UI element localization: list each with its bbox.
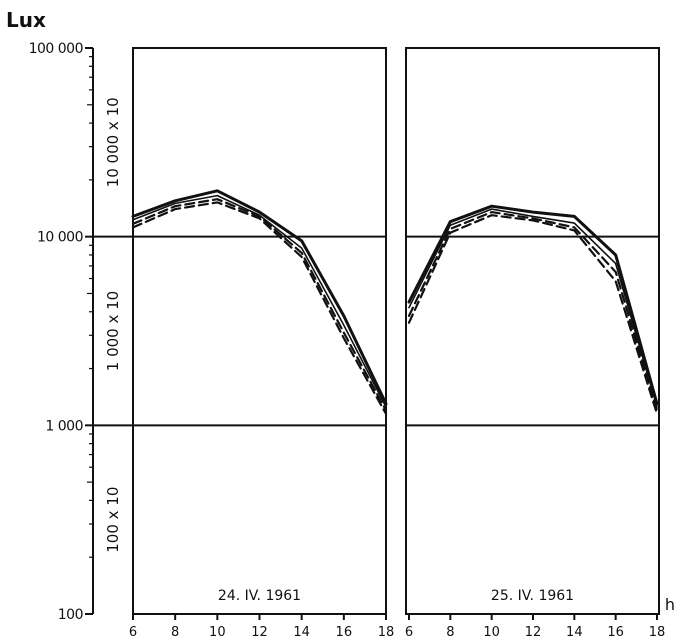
- date-label: 25. IV. 1961: [491, 588, 574, 604]
- x-tick-label: 8: [446, 625, 454, 640]
- x-tick-label: 14: [293, 625, 310, 640]
- series-line: [408, 208, 658, 408]
- band-label: 1 000 x 10: [104, 291, 122, 371]
- series-line: [131, 201, 388, 415]
- x-tick-label: 8: [171, 625, 179, 640]
- series-line: [407, 204, 659, 406]
- x-tick-label: 14: [566, 625, 583, 640]
- x-tick-label: 6: [405, 625, 413, 640]
- x-tick-label: 12: [251, 625, 268, 640]
- x-tick-label: 12: [525, 625, 542, 640]
- x-tick-label: 10: [209, 625, 226, 640]
- x-tick-label: 18: [378, 625, 395, 640]
- y-unit-label: Lux: [6, 8, 46, 32]
- y-tick-label: 100 000: [29, 41, 83, 57]
- y-tick-label: 10 000: [37, 230, 83, 246]
- series-line: [132, 194, 387, 408]
- band-label: 100 x 10: [104, 487, 122, 553]
- x-tick-label: 16: [336, 625, 353, 640]
- panel-frame: [405, 47, 660, 615]
- band-label: 10 000 x 10: [104, 97, 122, 187]
- series-line: [131, 198, 388, 412]
- x-tick-label: 16: [607, 625, 624, 640]
- x-tick-label: 10: [483, 625, 500, 640]
- x-tick-label: 18: [649, 625, 666, 640]
- date-label: 24. IV. 1961: [218, 588, 301, 604]
- y-tick-label: 1 000: [45, 418, 83, 434]
- series-line: [131, 189, 388, 406]
- x-tick-label: 6: [129, 625, 137, 640]
- series-line: [407, 211, 659, 412]
- y-tick-label: 100: [58, 607, 83, 623]
- x-unit-label: h: [665, 595, 675, 614]
- series-line: [407, 214, 659, 415]
- panel-frame: [132, 47, 387, 615]
